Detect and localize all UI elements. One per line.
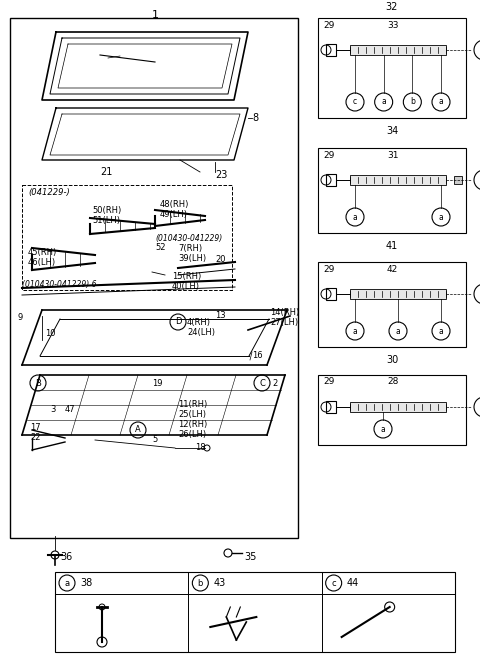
Text: a: a [396,327,400,335]
Text: 11(RH): 11(RH) [178,401,207,409]
Text: 22: 22 [30,434,40,443]
Text: a: a [439,98,444,106]
Text: 39(LH): 39(LH) [178,253,206,262]
Text: 16: 16 [252,350,263,359]
Bar [318,262,466,347]
Text: 40(LH): 40(LH) [172,283,200,291]
Text: 38: 38 [80,578,92,588]
Text: 15(RH): 15(RH) [172,272,201,281]
Bar [22,185,232,290]
Bar [350,402,446,412]
Text: 19: 19 [152,379,163,388]
Text: 29: 29 [323,264,335,274]
Text: 9: 9 [17,314,22,323]
Text: (041229-): (041229-) [28,188,70,197]
Bar [326,44,336,56]
Bar [326,401,336,413]
Text: b: b [198,579,203,588]
Text: 47: 47 [65,405,76,415]
Text: c: c [353,98,357,106]
Text: 21: 21 [100,167,112,177]
Text: 13: 13 [215,312,226,321]
Text: 4(RH): 4(RH) [187,318,211,327]
Text: 10: 10 [45,329,56,337]
Text: c: c [331,579,336,588]
Text: 32: 32 [386,2,398,12]
Text: a: a [439,213,444,222]
Bar [318,375,466,445]
Text: a: a [381,424,385,434]
Text: (010430-041229): (010430-041229) [155,234,222,243]
Text: a: a [353,213,358,222]
Text: 3: 3 [50,405,55,415]
Text: 30: 30 [386,355,398,365]
Text: a: a [439,327,444,335]
Text: 1: 1 [152,10,158,20]
Text: 20: 20 [215,255,226,264]
Text: 29: 29 [323,377,335,386]
Text: 23: 23 [215,170,228,180]
Text: b: b [410,98,415,106]
Text: 14(RH): 14(RH) [270,308,299,318]
Text: 24(LH): 24(LH) [187,327,215,337]
Text: 34: 34 [386,126,398,136]
Bar [326,288,336,300]
Bar [10,18,298,538]
Bar [454,176,462,184]
Bar [350,45,446,55]
Bar [350,289,446,299]
Text: 31: 31 [387,150,398,159]
Text: 46(LH): 46(LH) [28,258,56,268]
Text: 18: 18 [195,443,205,451]
Text: 35: 35 [244,552,256,562]
Text: 49(LH): 49(LH) [160,209,188,218]
Text: 29: 29 [323,20,335,30]
Text: 44: 44 [347,578,359,588]
Text: 29: 29 [323,150,335,159]
Text: 25(LH): 25(LH) [178,411,206,419]
Text: 8: 8 [252,113,258,123]
Text: 28: 28 [387,377,398,386]
Text: 52: 52 [155,243,166,253]
Text: 48(RH): 48(RH) [160,199,190,209]
Text: a: a [353,327,358,335]
Bar [55,572,455,652]
Text: 17: 17 [30,424,41,432]
Text: 42: 42 [387,264,398,274]
Bar [350,175,446,185]
Text: 51(LH): 51(LH) [92,216,120,224]
Text: A: A [135,426,141,434]
Text: 36: 36 [60,552,72,562]
Text: 41: 41 [386,241,398,251]
Text: 2: 2 [272,379,277,388]
Text: D: D [175,318,181,327]
Text: 33: 33 [387,20,398,30]
Text: a: a [64,579,70,588]
Text: 50(RH): 50(RH) [92,205,121,215]
Text: 27(LH): 27(LH) [270,319,298,327]
Text: 43: 43 [213,578,226,588]
Text: (010430-041229) 6: (010430-041229) 6 [22,281,96,289]
Text: C: C [259,379,265,388]
Bar [326,174,336,186]
Text: a: a [381,98,386,106]
Text: 12(RH): 12(RH) [178,420,207,430]
Text: 7(RH): 7(RH) [178,243,202,253]
Bar [318,148,466,233]
Bar [318,18,466,118]
Text: 5: 5 [152,436,157,445]
Text: B: B [35,379,41,388]
Text: 45(RH): 45(RH) [28,249,57,258]
Text: 26(LH): 26(LH) [178,430,206,440]
